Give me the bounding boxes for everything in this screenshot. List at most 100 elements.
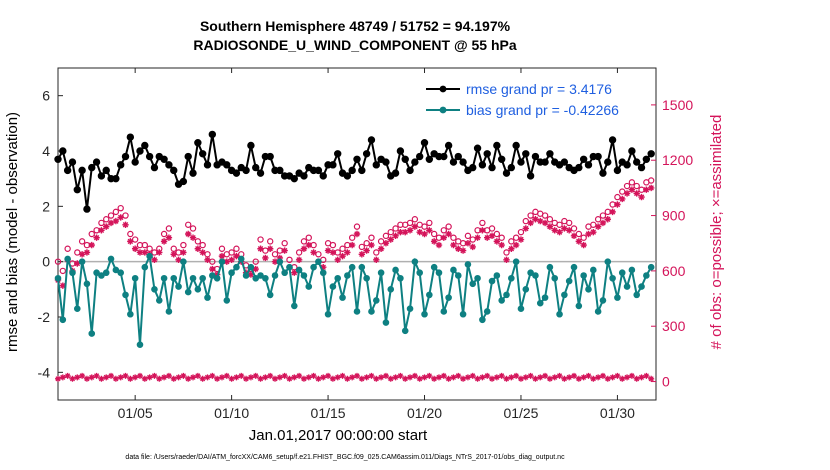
rmse-marker	[126, 133, 135, 141]
bias-marker	[628, 266, 636, 274]
obs-bottom-marker	[349, 374, 356, 381]
rmse-marker	[189, 169, 197, 177]
bias-marker	[372, 297, 380, 304]
rmse-marker	[242, 166, 250, 175]
obs-bottom-marker	[165, 372, 172, 379]
bias-marker	[305, 283, 313, 290]
obs-assimilated-marker	[228, 256, 235, 264]
obs-assimilated-marker	[411, 223, 419, 230]
rmse-marker	[136, 147, 144, 155]
rmse-marker	[642, 155, 651, 164]
obs-assimilated-marker	[377, 245, 385, 252]
bias-marker	[618, 269, 626, 277]
obs-bottom-marker	[243, 375, 250, 382]
obs-possible-marker	[488, 225, 496, 232]
rmse-marker	[59, 147, 67, 155]
obs-assimilated-marker	[551, 227, 558, 234]
y-left-tick-label: -2	[38, 309, 51, 325]
bias-marker	[474, 274, 481, 282]
obs-assimilated-marker	[218, 252, 226, 260]
obs-bottom-marker	[435, 374, 442, 381]
obs-possible-marker	[594, 216, 602, 223]
bias-marker	[532, 272, 539, 279]
obs-assimilated-marker	[209, 265, 216, 273]
obs-assimilated-marker	[619, 195, 626, 203]
obs-assimilated-marker	[300, 245, 308, 252]
bias-marker	[329, 283, 337, 290]
obs-bottom-marker	[358, 375, 365, 382]
bias-marker	[165, 308, 173, 315]
bias-marker	[580, 272, 587, 279]
obs-possible-marker	[353, 223, 361, 230]
obs-possible-marker	[623, 182, 631, 190]
obs-assimilated-marker	[320, 264, 327, 271]
bias-marker	[102, 269, 110, 277]
legend-rmse-swatch-marker	[439, 85, 447, 93]
obs-possible-marker	[387, 228, 394, 236]
bias-marker	[411, 258, 419, 265]
y-axis-right-label: # of obs: o=possible; ×=assimilated	[708, 115, 725, 350]
obs-assimilated-marker	[136, 249, 144, 256]
obs-bottom-marker	[532, 375, 539, 382]
obs-assimilated-marker	[103, 223, 110, 230]
bias-marker	[310, 263, 317, 271]
bias-marker	[512, 258, 520, 265]
rmse-marker	[194, 139, 202, 147]
obs-assimilated-marker	[440, 234, 448, 241]
obs-bottom-marker	[373, 375, 380, 382]
obs-bottom-marker	[291, 374, 298, 381]
obs-bottom-marker	[320, 374, 327, 381]
rmse-marker	[497, 155, 506, 164]
obs-bottom-marker	[382, 372, 389, 379]
obs-bottom-marker	[175, 374, 182, 381]
obs-possible-marker	[165, 225, 173, 232]
bias-marker	[406, 305, 414, 313]
rmse-marker	[150, 163, 159, 172]
obs-bottom-marker	[194, 372, 201, 379]
obs-assimilated-marker	[156, 249, 163, 256]
obs-bottom-marker	[392, 374, 399, 381]
obs-possible-marker	[194, 238, 202, 245]
rmse-marker	[604, 158, 612, 166]
rmse-marker	[579, 155, 588, 164]
obs-possible-marker	[517, 228, 525, 236]
obs-assimilated-marker	[585, 230, 592, 238]
bias-marker	[546, 263, 554, 271]
rmse-marker	[633, 158, 641, 166]
obs-bottom-marker	[416, 375, 423, 382]
rmse-marker	[160, 155, 168, 164]
bias-marker	[237, 255, 245, 263]
rmse-marker	[406, 166, 414, 175]
obs-possible-marker	[508, 238, 515, 245]
obs-possible-marker	[440, 227, 448, 234]
obs-bottom-marker	[204, 374, 211, 381]
obs-assimilated-marker	[310, 249, 317, 256]
obs-bottom-marker	[580, 374, 587, 381]
obs-bottom-marker	[421, 374, 428, 381]
obs-bottom-marker	[209, 372, 216, 379]
obs-bottom-marker	[214, 375, 221, 382]
obs-assimilated-marker	[189, 234, 197, 241]
bias-marker	[228, 269, 235, 277]
bias-marker	[363, 274, 370, 282]
obs-possible-marker	[633, 182, 640, 190]
obs-assimilated-marker	[541, 219, 549, 227]
obs-assimilated-marker	[344, 249, 351, 256]
rmse-marker	[112, 174, 120, 183]
bias-marker	[348, 263, 356, 271]
obs-assimilated-marker	[508, 245, 515, 252]
obs-bottom-marker	[609, 374, 616, 381]
obs-assimilated-marker	[426, 227, 433, 234]
y-right-tick-label: 1500	[662, 97, 693, 113]
obs-possible-marker	[358, 243, 366, 251]
bias-marker	[609, 274, 616, 282]
obs-assimilated-marker	[180, 249, 187, 256]
bias-marker	[266, 291, 274, 299]
x-tick-label: 01/30	[600, 405, 635, 421]
obs-possible-marker	[252, 258, 259, 265]
bias-marker	[78, 258, 86, 265]
obs-bottom-marker	[537, 374, 544, 381]
bias-marker	[281, 269, 288, 277]
rmse-marker	[391, 169, 400, 177]
obs-assimilated-marker	[402, 228, 409, 236]
